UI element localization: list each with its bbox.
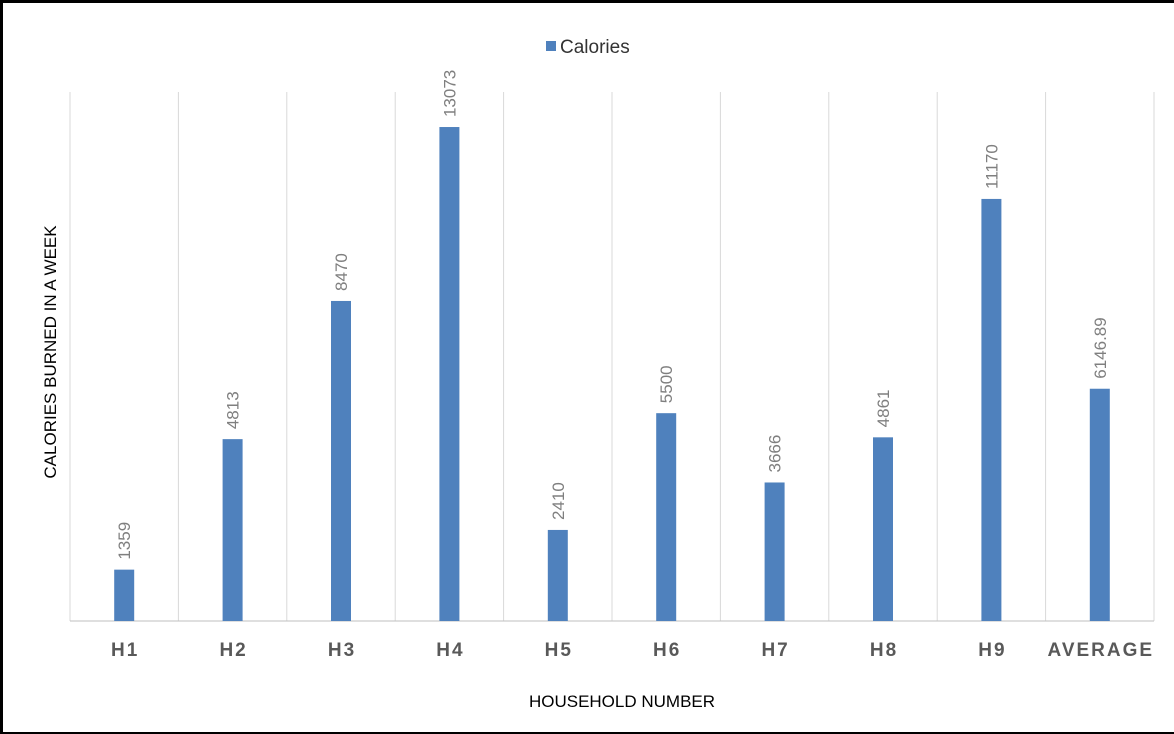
legend-label: Calories — [560, 37, 630, 58]
bar-h1 — [114, 569, 135, 621]
x-tick-average: AVERAGE — [1048, 640, 1155, 661]
data-label-average: 6146.89 — [1091, 317, 1110, 378]
bar-h3 — [331, 300, 351, 621]
data-label-h6: 5500 — [657, 365, 676, 403]
x-tick-h7: H7 — [761, 640, 789, 661]
bar-h5 — [547, 529, 568, 621]
data-label-h2: 4813 — [224, 391, 243, 429]
data-label-h4: 13073 — [440, 70, 459, 117]
x-tick-h4: H4 — [436, 640, 464, 661]
data-label-h7: 3666 — [766, 435, 785, 473]
y-axis-title: CALORIES BURNED IN A WEEK — [41, 225, 60, 479]
x-tick-h8: H8 — [870, 640, 898, 661]
data-label-h3: 8470 — [332, 253, 351, 291]
x-tick-labels: H1 H2 H3 H4 H5 H6 H7 H8 H9 AVERAGE — [111, 640, 1155, 661]
bar-h7 — [764, 482, 785, 621]
x-tick-h6: H6 — [653, 640, 681, 661]
bar-h4 — [439, 127, 460, 622]
x-tick-h9: H9 — [978, 640, 1006, 661]
grid-lines — [69, 92, 1155, 621]
bar-h2 — [222, 439, 243, 621]
x-tick-h3: H3 — [328, 640, 356, 661]
legend: Calories — [546, 37, 630, 58]
data-label-h1: 1359 — [115, 522, 134, 560]
data-label-h9: 11170 — [982, 144, 1001, 189]
data-label-h8: 4861 — [874, 389, 893, 427]
bar-average — [1089, 388, 1110, 621]
x-tick-h1: H1 — [111, 640, 139, 661]
bar-h6 — [656, 413, 677, 621]
bar-h8 — [873, 437, 893, 621]
bar-h9 — [981, 198, 1002, 621]
x-axis-title: HOUSEHOLD NUMBER — [529, 692, 715, 711]
bars — [114, 127, 1110, 622]
x-tick-h5: H5 — [545, 640, 573, 661]
legend-swatch — [546, 41, 556, 51]
x-tick-h2: H2 — [219, 640, 247, 661]
data-label-h5: 2410 — [549, 482, 568, 520]
data-labels: 1359 4813 8470 13073 2410 5500 3666 4861 11170 61… — [115, 70, 1110, 560]
